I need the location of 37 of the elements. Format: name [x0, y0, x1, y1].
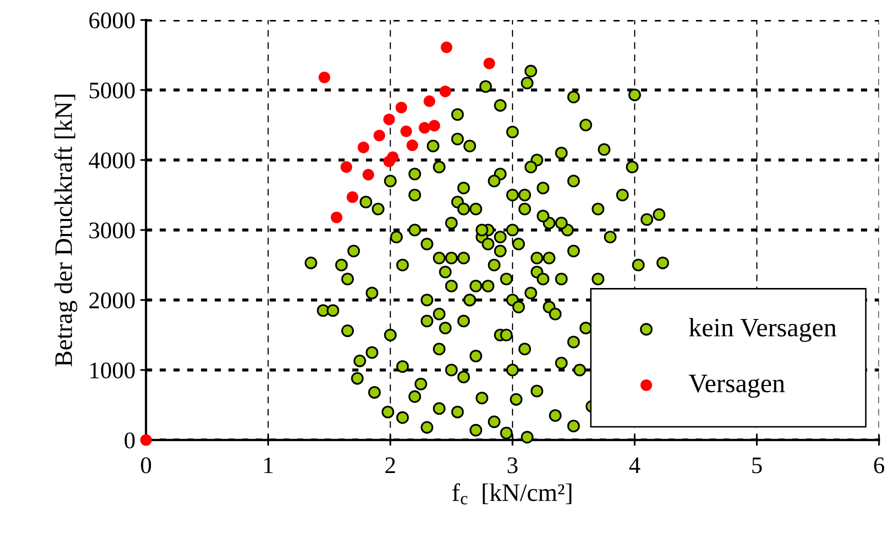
point [140, 434, 152, 446]
x-axis-title: f$_{c}$ [kN/cm²] [452, 483, 572, 504]
x-tick-label: 2 [385, 457, 395, 474]
point [340, 161, 352, 173]
x-tick-label: 4 [629, 458, 640, 474]
x-tick-label: 1 [264, 457, 273, 474]
point [358, 142, 370, 154]
point [424, 95, 436, 108]
point [428, 120, 440, 132]
x-tick-label: 0 [140, 457, 152, 474]
point [374, 130, 386, 142]
y-axis-title: Betrag der Druckkraft [kN] [54, 94, 78, 366]
legend-label: Versagen [688, 374, 785, 398]
y-tick-label: 4000 [88, 152, 135, 168]
x-tick-label: 3 [508, 457, 518, 474]
point [400, 125, 412, 138]
point [362, 168, 374, 181]
point [440, 86, 452, 98]
point [406, 139, 418, 152]
point [318, 72, 330, 84]
y-tick-label: 1000 [90, 362, 135, 378]
point [346, 191, 358, 203]
y-tick-label: 2000 [89, 292, 135, 308]
legend-label: kein Versagen [689, 318, 836, 342]
point [483, 58, 496, 70]
x-tick-label: 6 [874, 457, 884, 474]
y-tick-label: 3000 [89, 222, 135, 238]
point [383, 156, 395, 168]
point [383, 114, 395, 126]
point [330, 212, 342, 224]
x-tick-label: 5 [752, 458, 762, 474]
y-tick-label: 6000 [89, 12, 135, 28]
point [396, 102, 408, 114]
point [418, 122, 430, 134]
y-tick-label: 5000 [90, 82, 135, 98]
point [440, 41, 452, 54]
y-tick-label: 0 [124, 432, 135, 448]
